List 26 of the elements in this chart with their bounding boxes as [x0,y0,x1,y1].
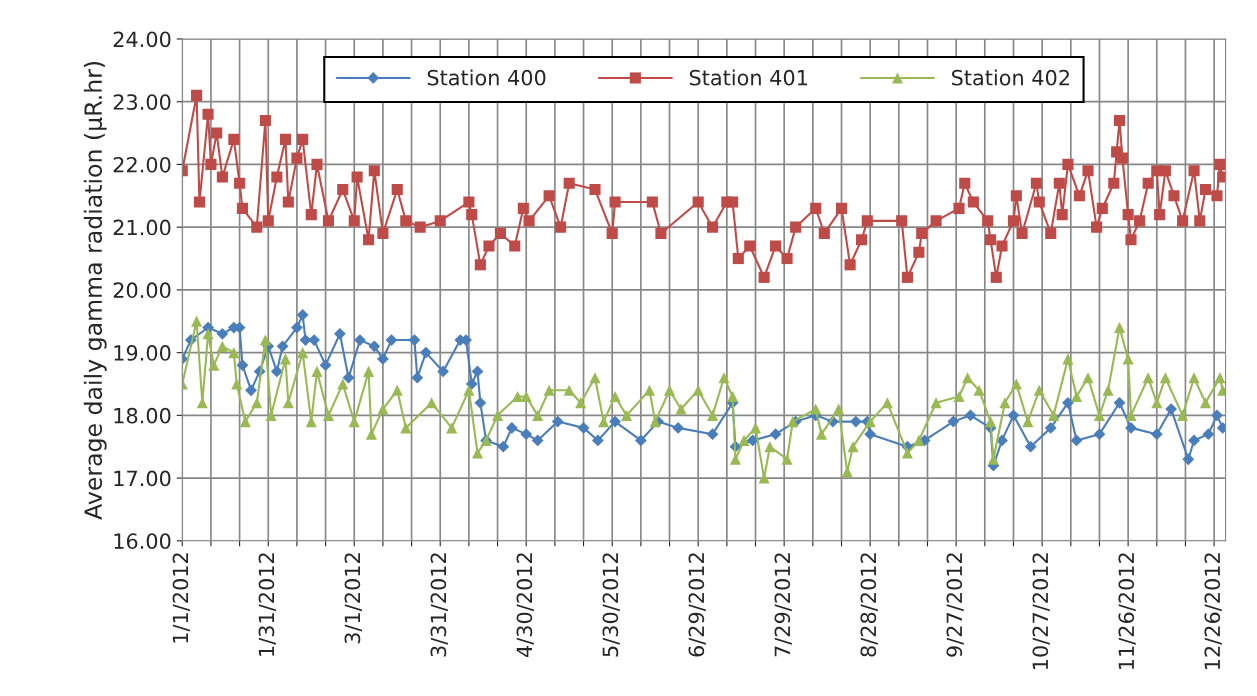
x-tick-label: 9/27/2012 [946,553,964,657]
legend-label: Station 402 [951,69,1069,86]
x-tick-label: 4/30/2012 [516,553,534,658]
x-tick-label: 5/30/2012 [602,553,620,657]
y-tick-label: 22.00 [113,156,171,173]
legend-label: Station 401 [689,69,808,86]
y-tick-label: 20.00 [113,282,171,299]
y-tick-label: 19.00 [114,345,171,361]
y-tick-label: 23.00 [113,94,171,110]
x-tick-label: 7/29/2012 [774,553,792,657]
x-tick-label: 1/1/2012 [172,553,190,643]
y-tick-label: 17.00 [114,470,171,487]
x-tick-label: 10/27/2012 [1032,553,1050,669]
y-tick-label: 18.00 [114,407,171,424]
y-tick-label: 16.00 [114,533,171,549]
x-tick-label: 11/26/2012 [1118,553,1136,669]
x-tick-label: 6/29/2012 [688,553,706,657]
y-axis-title: Average daily gamma radiation (µR.hr) [83,61,107,520]
x-tick-label: 3/31/2012 [430,553,448,657]
y-tick-label: 21.00 [113,219,171,236]
x-tick-label: 3/1/2012 [344,553,362,644]
x-tick-label: 8/28/2012 [860,553,878,657]
legend-label: Station 400 [427,69,546,86]
y-tick-label: 24.00 [113,31,171,48]
x-tick-label: 1/31/2012 [258,553,276,656]
x-tick-label: 12/26/2012 [1204,553,1222,669]
